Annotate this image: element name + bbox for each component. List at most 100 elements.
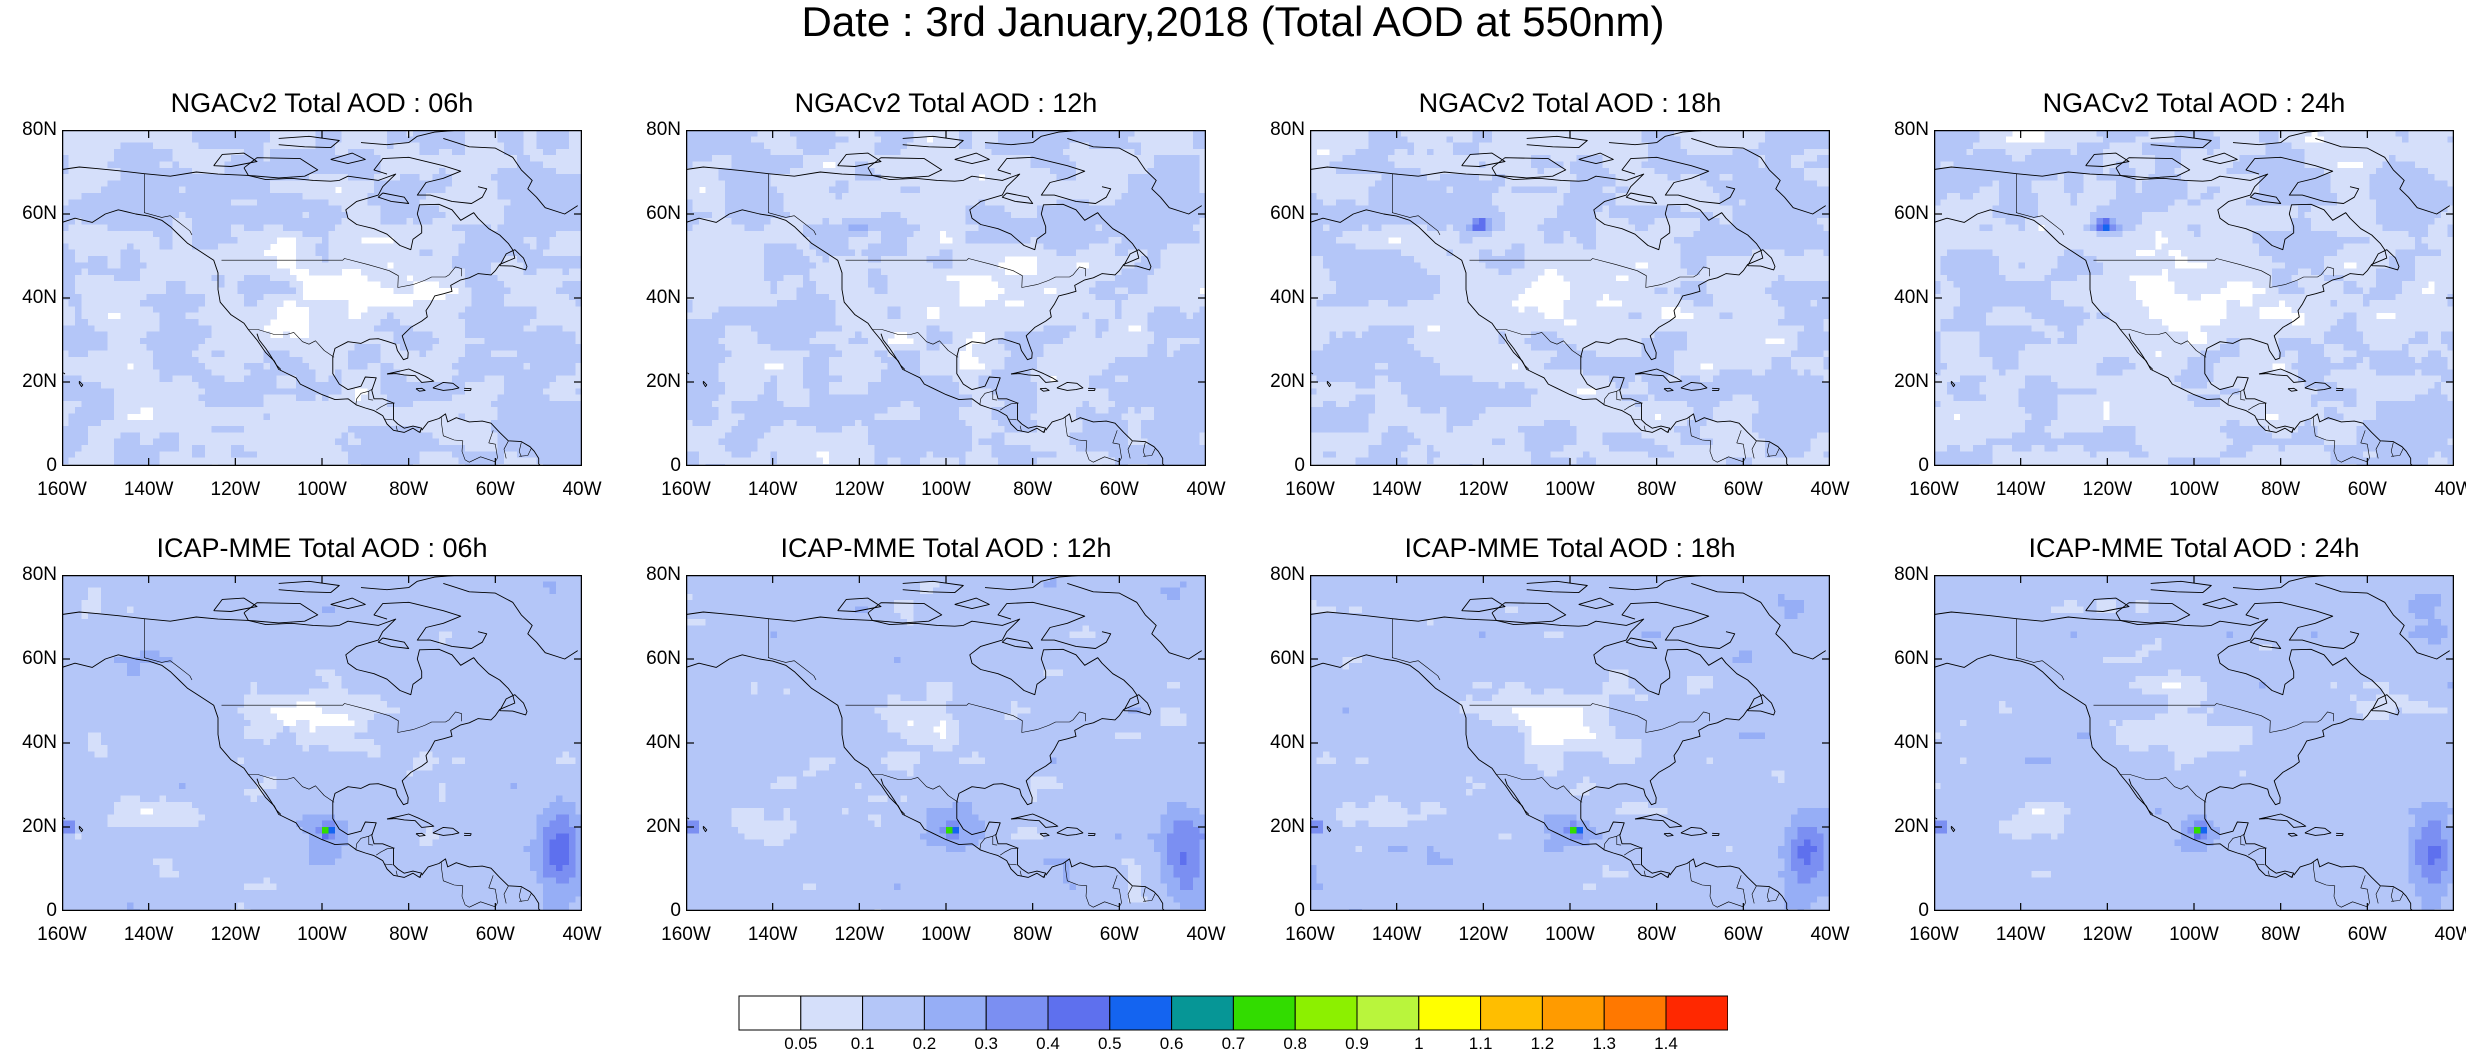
colorbar-box: [1356, 995, 1420, 1031]
lat-tick-label: 0: [633, 456, 681, 476]
lat-tick-label: 40N: [1881, 288, 1929, 308]
lon-tick-label: 120W: [819, 480, 899, 500]
country-borders: [1392, 618, 1780, 908]
lat-tick-label: 80N: [1257, 565, 1305, 585]
panel-title: ICAP-MME Total AOD : 24h: [1934, 533, 2454, 563]
aod-field: [1934, 130, 2454, 466]
aod-map: [1934, 130, 2454, 466]
aod-field: [62, 575, 582, 911]
lon-tick-label: 60W: [1079, 480, 1159, 500]
lon-tick-label: 100W: [2154, 925, 2234, 945]
country-borders: [144, 618, 532, 908]
lat-tick-label: 20N: [633, 817, 681, 837]
lat-tick-label: 0: [1881, 901, 1929, 921]
lat-tick-label: 40N: [1881, 733, 1929, 753]
lon-tick-label: 100W: [906, 925, 986, 945]
lat-tick-label: 20N: [1881, 817, 1929, 837]
map-panel: ICAP-MME Total AOD : 24h 80N 60N 40N 20N 0 160…: [1877, 533, 2466, 973]
lat-tick-label: 40N: [9, 733, 57, 753]
country-borders: [2016, 618, 2404, 908]
lat-tick-label: 40N: [633, 288, 681, 308]
colorbar-label: 1: [1394, 1035, 1444, 1053]
lon-tick-label: 160W: [1894, 480, 1974, 500]
colorbar-label: 0.7: [1208, 1035, 1258, 1053]
coastlines: [1310, 575, 1826, 911]
colorbar-label: 1.2: [1517, 1035, 1567, 1053]
lat-tick-label: 60N: [633, 204, 681, 224]
lon-tick-label: 80W: [2241, 480, 2321, 500]
lon-tick-label: 120W: [819, 925, 899, 945]
lon-tick-label: 80W: [993, 480, 1073, 500]
lon-tick-label: 60W: [455, 925, 535, 945]
colorbar-box: [862, 995, 925, 1031]
lon-tick-label: 80W: [369, 480, 449, 500]
axis-ticks: [1310, 130, 1830, 466]
lon-tick-label: 120W: [195, 925, 275, 945]
lon-tick-label: 120W: [1443, 480, 1523, 500]
lon-tick-label: 140W: [733, 480, 813, 500]
aod-map: [686, 575, 1206, 911]
colorbar-box: [1232, 995, 1296, 1031]
lat-tick-label: 60N: [1881, 649, 1929, 669]
axis-ticks: [62, 575, 582, 911]
lon-tick-label: 120W: [2067, 925, 2147, 945]
colorbar-label: 0.05: [776, 1035, 826, 1053]
lon-tick-label: 120W: [195, 480, 275, 500]
map-panel: NGACv2 Total AOD : 06h 80N 60N 40N 20N 0 160W 1…: [5, 88, 621, 528]
colorbar-box: [1047, 995, 1111, 1031]
aod-map: [62, 130, 582, 466]
lat-tick-label: 80N: [1257, 120, 1305, 140]
lon-tick-label: 140W: [109, 925, 189, 945]
colorbar-label: 0.4: [1023, 1035, 1073, 1053]
colorbar-box: [800, 995, 864, 1031]
lon-tick-label: 40W: [542, 480, 622, 500]
colorbar-label: 0.2: [899, 1035, 949, 1053]
lon-tick-label: 100W: [2154, 480, 2234, 500]
colorbar-label: 1.4: [1641, 1035, 1691, 1053]
lat-tick-label: 20N: [9, 372, 57, 392]
lat-tick-label: 20N: [1257, 817, 1305, 837]
coastlines: [1310, 130, 1826, 466]
lat-tick-label: 60N: [1257, 649, 1305, 669]
aod-field: [1310, 130, 1830, 466]
lat-tick-label: 20N: [1257, 372, 1305, 392]
lat-tick-label: 0: [9, 456, 57, 476]
lon-tick-label: 40W: [1166, 925, 1246, 945]
lat-tick-label: 20N: [9, 817, 57, 837]
country-borders: [768, 618, 1156, 908]
coastlines: [1934, 575, 2450, 911]
lon-tick-label: 160W: [646, 480, 726, 500]
lat-tick-label: 80N: [9, 120, 57, 140]
map-panel: NGACv2 Total AOD : 18h 80N 60N 40N 20N 0 160W 1…: [1253, 88, 1869, 528]
coastlines: [686, 575, 1202, 911]
lat-tick-label: 40N: [9, 288, 57, 308]
lon-tick-label: 80W: [993, 925, 1073, 945]
lat-tick-label: 60N: [1257, 204, 1305, 224]
lat-tick-label: 0: [1257, 456, 1305, 476]
country-borders: [1392, 173, 1780, 463]
lat-tick-label: 60N: [633, 649, 681, 669]
colorbar-label: 1.3: [1579, 1035, 1629, 1053]
coastlines: [62, 575, 578, 911]
colorbar-box: [1171, 995, 1234, 1031]
panel-title: NGACv2 Total AOD : 12h: [686, 88, 1206, 118]
lon-tick-label: 160W: [1270, 480, 1350, 500]
colorbar-label: 1.1: [1456, 1035, 1506, 1053]
colorbar-box: [1109, 995, 1173, 1031]
lon-tick-label: 120W: [2067, 480, 2147, 500]
map-panel: NGACv2 Total AOD : 24h 80N 60N 40N 20N 0 160W 1…: [1877, 88, 2466, 528]
lat-tick-label: 80N: [1881, 120, 1929, 140]
lon-tick-label: 60W: [2327, 480, 2407, 500]
colorbar-box: [1294, 995, 1358, 1031]
lon-tick-label: 40W: [2414, 480, 2466, 500]
lat-tick-label: 0: [633, 901, 681, 921]
map-panel: NGACv2 Total AOD : 12h 80N 60N 40N 20N 0 160W 1…: [629, 88, 1245, 528]
lat-tick-label: 0: [1881, 456, 1929, 476]
lon-tick-label: 100W: [282, 480, 362, 500]
lon-tick-label: 120W: [1443, 925, 1523, 945]
coastlines: [1934, 130, 2450, 466]
lon-tick-label: 140W: [733, 925, 813, 945]
lon-tick-label: 160W: [646, 925, 726, 945]
colorbar-label: 0.9: [1332, 1035, 1382, 1053]
axis-ticks: [62, 130, 582, 466]
